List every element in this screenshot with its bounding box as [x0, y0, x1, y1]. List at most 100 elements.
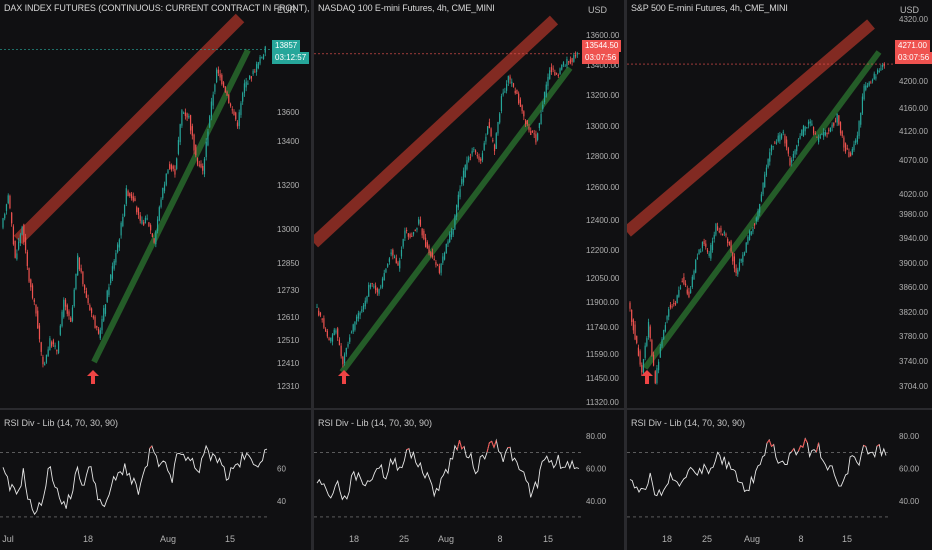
candle-body: [716, 226, 719, 231]
nasdaq-chart-canvas[interactable]: 13600.00 13400.00 13200.00 13000.00 12800.00…: [314, 0, 625, 550]
candle-body: [794, 150, 796, 155]
candle-body: [646, 338, 648, 346]
candle-body: [66, 305, 68, 314]
candle-body: [457, 194, 459, 208]
candle-body: [725, 234, 727, 236]
candle-body: [829, 127, 832, 132]
candle-body: [875, 76, 877, 79]
candle-body: [538, 123, 540, 128]
candle-body: [395, 257, 397, 264]
candle-body: [338, 339, 341, 346]
candle-body: [325, 329, 327, 332]
panel-divider[interactable]: [624, 0, 627, 550]
candle-body: [37, 310, 39, 329]
rsi-overbought-segment: [804, 438, 808, 444]
price-tick-label: 12200.00: [586, 246, 620, 255]
dax-chart-canvas[interactable]: 13600 13400 13200 13000 12850 12730 12610 12510…: [0, 0, 312, 550]
candle-body: [466, 160, 468, 170]
candle-body: [745, 242, 747, 253]
dax-countdown-badge: 03:12:57: [272, 52, 310, 64]
candle-body: [661, 339, 663, 347]
candle-body: [461, 179, 463, 185]
arrow-up-icon: [87, 370, 99, 384]
candle-body: [412, 232, 415, 235]
candle-body: [846, 148, 848, 150]
candle-body: [549, 70, 551, 80]
candle-body: [464, 165, 466, 178]
candle-body: [634, 324, 636, 340]
candle-body: [462, 170, 465, 183]
candle-body: [169, 164, 171, 169]
candle-body: [423, 230, 425, 240]
candle-body: [775, 142, 778, 144]
rsi-overbought-segment: [149, 445, 153, 449]
candle-body: [359, 312, 361, 316]
candle-body: [47, 349, 49, 357]
swing-low-arrow-icon: [87, 370, 99, 384]
candle-body: [54, 345, 56, 348]
candle-body: [861, 96, 864, 114]
candle-body: [524, 120, 527, 125]
candle-body: [573, 55, 575, 62]
rsi-line: [629, 437, 887, 497]
candle-body: [523, 111, 525, 117]
candle-body: [526, 120, 528, 125]
nasdaq-chart-panel[interactable]: 13600.00 13400.00 13200.00 13000.00 12800.00…: [314, 0, 625, 550]
rsi-overbought-segment: [768, 439, 772, 447]
candle-body: [255, 64, 258, 72]
dax-last-price-badge: 13857: [272, 40, 301, 52]
price-tick-label: 13400.00: [586, 61, 620, 70]
nasdaq-currency-label: USD: [588, 5, 608, 15]
candle-body: [411, 235, 413, 237]
candle-body: [418, 219, 420, 224]
panel-divider[interactable]: [311, 0, 314, 550]
candle-body: [174, 168, 176, 175]
sp500-chart-panel[interactable]: 4320.004250.004200.004160.004120.004070.…: [627, 0, 932, 550]
candle-body: [424, 237, 427, 247]
candle-body: [219, 73, 221, 78]
candle-body: [637, 347, 640, 356]
candle-body: [469, 156, 472, 158]
sp500-chart-canvas[interactable]: 4320.004250.004200.004160.004120.004070.…: [627, 0, 932, 550]
candle-body: [331, 334, 334, 342]
candle-body: [770, 145, 773, 152]
candle-body: [94, 316, 96, 328]
candle-body: [333, 329, 335, 336]
chart-background: [0, 0, 312, 550]
candle-body: [514, 90, 516, 94]
candle-body: [732, 252, 734, 262]
candle-body: [373, 286, 375, 288]
candle-body: [483, 143, 485, 151]
candle-body: [136, 207, 138, 213]
rsi-tick-label: 80.00: [899, 432, 920, 441]
candle-body: [85, 290, 87, 298]
candle-body: [262, 55, 265, 59]
candle-body: [818, 137, 820, 143]
candles: [2, 45, 266, 368]
candle-body: [512, 83, 515, 87]
candle-body: [474, 150, 477, 153]
candle-body: [796, 145, 798, 152]
dax-chart-panel[interactable]: 13600 13400 13200 13000 12850 12730 12610 12510…: [0, 0, 357, 550]
candle-body: [188, 115, 190, 118]
candle-body: [11, 212, 13, 224]
candle-body: [871, 79, 874, 82]
price-tick-label: 11590.00: [586, 350, 619, 359]
candle-body: [449, 234, 451, 243]
candle-body: [823, 132, 825, 137]
price-tick-label: 12600.00: [586, 183, 620, 192]
candle-body: [380, 286, 382, 288]
rsi-overbought-segment: [802, 438, 806, 448]
rsi-overbought-segment: [406, 448, 410, 451]
candle-body: [376, 288, 378, 293]
candle-body: [393, 256, 396, 259]
candle-body: [122, 217, 124, 227]
price-tick-label: 11450.00: [586, 374, 619, 383]
candle-body: [435, 261, 437, 265]
candle-body: [431, 252, 434, 258]
candle-body: [710, 244, 712, 259]
candle-body: [497, 121, 499, 134]
candle-body: [511, 81, 513, 84]
time-tick-label: 25: [702, 534, 712, 544]
candle-body: [235, 112, 237, 120]
